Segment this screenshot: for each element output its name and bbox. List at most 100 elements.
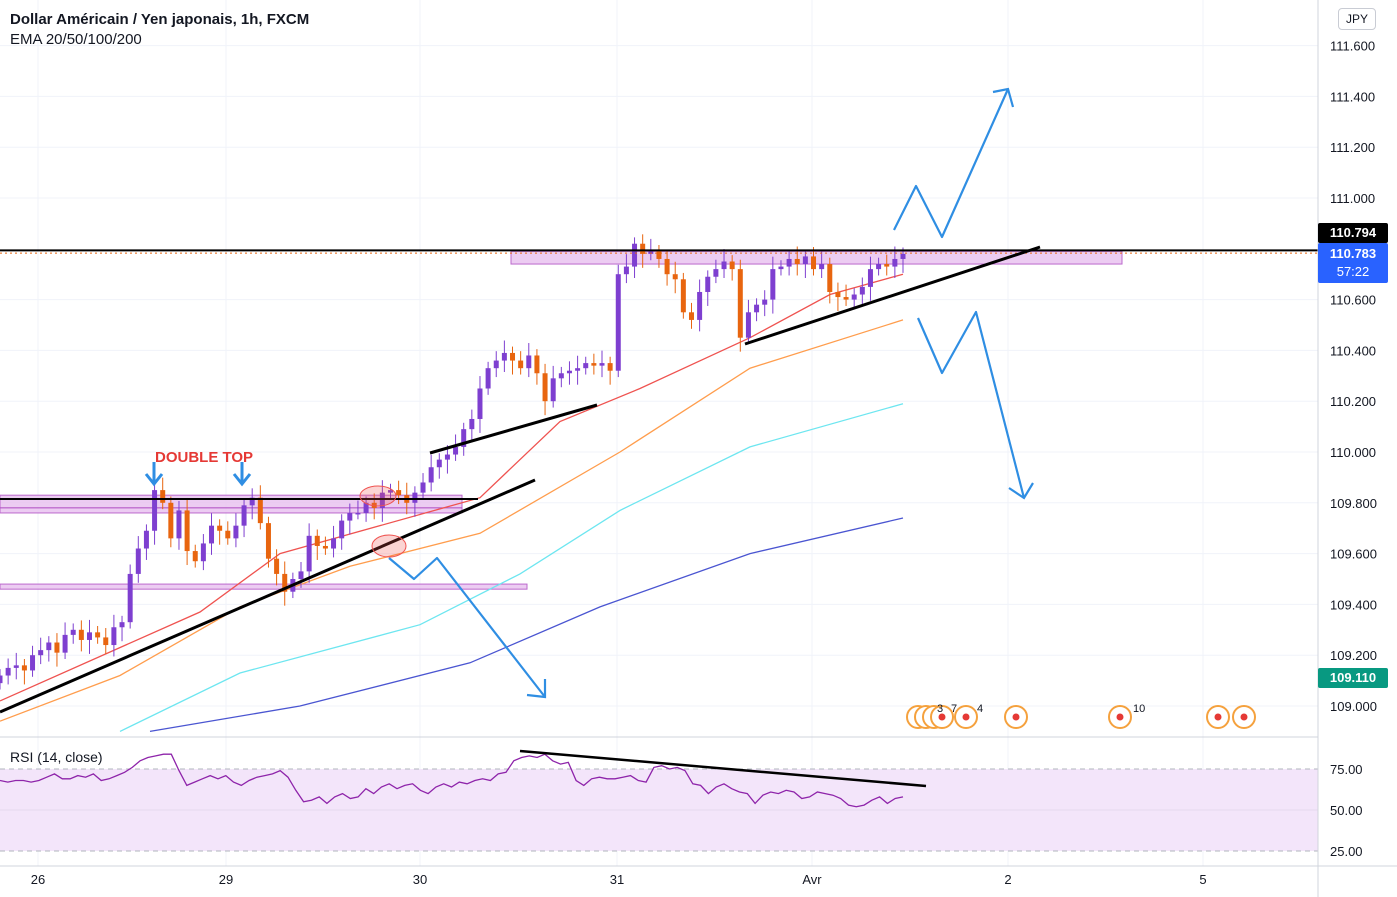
price-tick-label: 109.200 <box>1330 648 1377 663</box>
down-arrow-marker-head <box>144 473 164 487</box>
candle-body <box>428 467 434 483</box>
price-tick-label: 111.400 <box>1330 89 1375 104</box>
candle-body <box>412 492 418 503</box>
ema-line <box>0 319 904 722</box>
ema-price-tag: 109.110 <box>1318 668 1388 688</box>
candle-body <box>615 274 621 371</box>
rsi-pane: 75.00 50.00 25.00 <box>0 749 1363 859</box>
candle-body <box>322 545 328 549</box>
candle-body <box>152 490 158 531</box>
candle-body <box>778 266 784 270</box>
time-axis: 26 29 30 31 Avr 2 5 <box>31 872 1207 887</box>
event-dot <box>962 713 970 721</box>
candle-body <box>363 502 369 513</box>
price-tick-label: 109.000 <box>1330 699 1377 714</box>
highlight-ellipse <box>371 534 407 558</box>
candle-body <box>762 299 768 305</box>
bearish-arrow-1-head <box>526 679 547 699</box>
candle-body <box>192 551 198 562</box>
candle-body <box>314 535 320 546</box>
grid-lines <box>0 0 1318 866</box>
candle-body <box>510 352 516 361</box>
candle-body <box>867 269 873 287</box>
candle-body <box>575 368 581 371</box>
candle-body <box>680 279 686 313</box>
price-tick-label: 111.000 <box>1330 191 1375 206</box>
candle-body <box>835 291 841 298</box>
candle-body <box>688 312 694 320</box>
candle-body <box>274 558 280 574</box>
candle-body <box>558 373 564 379</box>
price-tick-label: 110.400 <box>1330 343 1376 358</box>
candle-body <box>591 363 597 366</box>
candle-body <box>672 274 678 280</box>
candle-body <box>436 459 442 468</box>
candle-body <box>379 492 385 508</box>
time-tick-label: 31 <box>610 872 624 887</box>
rsi-divergence-line <box>519 749 927 788</box>
candle-body <box>217 525 223 531</box>
candle-body <box>485 368 491 389</box>
ema-line <box>149 517 904 733</box>
event-count-label: 4 <box>977 703 983 715</box>
time-tick-label: 5 <box>1199 872 1206 887</box>
candle-body <box>648 251 654 254</box>
candle-body <box>794 258 800 265</box>
candle-body <box>70 629 76 635</box>
rsi-title[interactable]: RSI (14, close) <box>10 749 103 765</box>
price-tick-label: 109.600 <box>1330 547 1377 562</box>
candlesticks <box>0 234 906 690</box>
candle-body <box>282 573 288 592</box>
candle-body <box>347 512 353 521</box>
rising-trendline-2 <box>429 403 598 455</box>
candle-body <box>843 297 849 300</box>
bearish-arrow-1 <box>388 556 546 698</box>
candle-body <box>884 264 890 267</box>
candle-body <box>46 642 52 651</box>
candle-body <box>13 665 19 668</box>
candle-body <box>387 490 393 493</box>
candle-body <box>168 502 174 539</box>
candle-body <box>461 429 467 447</box>
event-dot <box>1116 713 1124 721</box>
candle-body <box>62 634 68 653</box>
candle-body <box>802 256 808 265</box>
candle-body <box>265 523 271 559</box>
candle-body <box>103 637 109 646</box>
candle-body <box>420 482 426 493</box>
currency-button[interactable]: JPY <box>1338 8 1376 30</box>
price-tick-label: 110.200 <box>1330 394 1376 409</box>
down-arrow-marker-head <box>232 473 252 487</box>
candle-body <box>257 497 263 524</box>
price-tick-label: 110.600 <box>1330 293 1376 308</box>
price-zone <box>0 583 528 590</box>
event-dot <box>1214 713 1222 721</box>
candle-body <box>444 454 450 460</box>
price-zone <box>510 250 1123 265</box>
candle-body <box>900 253 906 259</box>
candle-body <box>599 363 605 366</box>
candle-body <box>127 573 133 623</box>
price-zone <box>0 507 463 514</box>
event-dot <box>1240 713 1248 721</box>
price-tick-label: 109.800 <box>1330 496 1377 511</box>
candle-body <box>526 355 532 369</box>
candle-body <box>819 264 825 270</box>
indicator-label[interactable]: EMA 20/50/100/200 <box>10 31 142 48</box>
candle-body <box>469 418 475 430</box>
candle-body <box>209 525 215 544</box>
candle-body <box>86 632 92 640</box>
symbol-title[interactable]: Dollar Américain / Yen japonais, 1h, FXC… <box>10 11 310 28</box>
candle-body <box>786 258 792 267</box>
event-dot <box>1012 713 1020 721</box>
candle-body <box>176 510 182 539</box>
candle-body <box>339 520 345 539</box>
rsi-tick-label: 25.00 <box>1330 844 1363 859</box>
candle-body <box>876 264 882 270</box>
candle-body <box>135 548 141 574</box>
candle-body <box>892 258 898 267</box>
candle-body <box>54 642 60 653</box>
time-tick-label: 2 <box>1004 872 1011 887</box>
